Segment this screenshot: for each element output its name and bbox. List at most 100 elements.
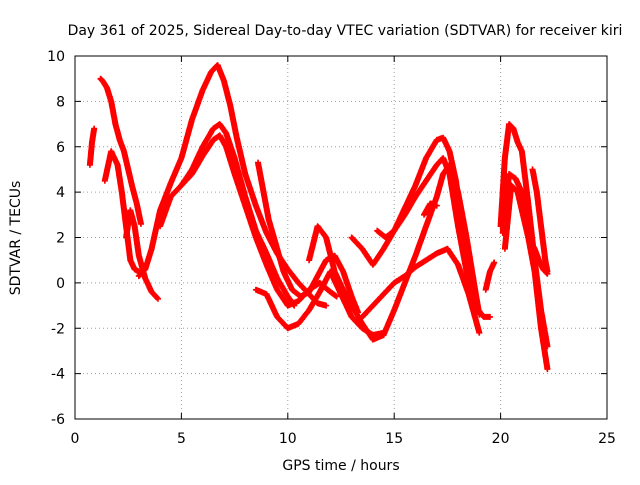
data-point [138, 220, 144, 227]
data-point [306, 274, 321, 295]
data-point [476, 329, 483, 336]
data-point [199, 137, 216, 159]
data-point [412, 257, 429, 270]
data-point [538, 223, 549, 262]
data-point [544, 366, 551, 373]
x-tick-label: 15 [385, 431, 403, 447]
data-point [327, 268, 344, 297]
data-point [284, 266, 301, 285]
data-series [306, 161, 483, 343]
data-point [178, 171, 195, 189]
data-point [391, 281, 408, 314]
chart-title: Day 361 of 2025, Sidereal Day-to-day VTE… [68, 23, 623, 39]
data-point [231, 155, 248, 199]
data-point [531, 245, 542, 263]
data-point [255, 159, 266, 188]
y-tick-label: 8 [56, 94, 65, 110]
data-point [518, 207, 531, 240]
data-point [223, 143, 238, 176]
data-point [412, 224, 429, 259]
data-point [148, 208, 163, 252]
data-point [252, 286, 269, 297]
data-point [331, 252, 346, 274]
data-point [359, 320, 376, 342]
grid [75, 56, 607, 419]
data-point [263, 261, 280, 292]
data-point [401, 194, 418, 218]
data-point [295, 308, 312, 327]
data-point [259, 182, 272, 222]
data-point [242, 171, 259, 208]
data-point [501, 122, 512, 162]
data-point [178, 117, 195, 162]
data-point [463, 268, 478, 308]
data-point [233, 134, 248, 176]
y-tick-label: 2 [56, 231, 65, 247]
data-point [455, 261, 472, 297]
y-tick-label: 4 [56, 185, 65, 201]
data-point [114, 161, 125, 194]
data-point [189, 153, 206, 177]
data-series [359, 245, 483, 336]
data-point [391, 273, 407, 286]
data-point [242, 202, 259, 240]
data-point [263, 250, 280, 281]
x-tick-label: 0 [71, 431, 80, 447]
data-point [316, 269, 333, 295]
data-point [231, 171, 248, 208]
data-point [391, 212, 408, 234]
data-series [101, 148, 142, 275]
data-point [108, 148, 121, 167]
y-tick-label: 10 [47, 49, 65, 65]
data-point [155, 295, 161, 302]
data-point [284, 321, 301, 332]
data-point [252, 202, 270, 235]
data-point [280, 268, 295, 292]
data-point [423, 251, 439, 264]
data-point [252, 234, 270, 267]
axis-ticks: 0 5 10 15 20 25 -6 -4 -2 0 2 4 6 8 10 [47, 49, 616, 447]
data-point [401, 264, 418, 280]
data-point [455, 223, 470, 274]
data-point [340, 268, 355, 299]
data-point [348, 302, 365, 326]
data-point [452, 177, 466, 228]
y-tick-label: 6 [56, 140, 65, 156]
y-tick-label: -4 [51, 367, 65, 383]
data-series [123, 207, 161, 302]
data-point [369, 332, 386, 343]
data-point [369, 246, 386, 268]
data-point [157, 194, 174, 230]
data-point [221, 78, 234, 108]
data-point [167, 156, 184, 186]
data-point [446, 171, 461, 228]
data-point [314, 258, 329, 280]
data-point [223, 130, 238, 160]
data-point [323, 302, 330, 309]
data-point [216, 121, 229, 136]
data-point [487, 313, 493, 320]
data-point [531, 268, 544, 331]
y-axis-label: SDTVAR / TECUs [8, 181, 24, 296]
data-point [444, 245, 461, 267]
y-tick-label: -6 [51, 412, 65, 428]
data-point [86, 140, 95, 168]
data-point [306, 290, 323, 314]
data-point [518, 148, 532, 206]
data-point [331, 268, 346, 292]
data-point [359, 303, 376, 320]
data-point [274, 286, 291, 308]
data-point [525, 234, 538, 251]
y-tick-label: -2 [51, 321, 65, 337]
data-point [412, 156, 429, 189]
x-tick-label: 20 [492, 431, 510, 447]
data-point [263, 291, 280, 319]
x-tick-label: 5 [177, 431, 186, 447]
data-point [380, 280, 397, 298]
data-point [199, 69, 214, 93]
data-point [189, 88, 206, 123]
data-point [348, 234, 365, 251]
data-point [108, 98, 119, 126]
x-tick-label: 25 [598, 431, 616, 447]
